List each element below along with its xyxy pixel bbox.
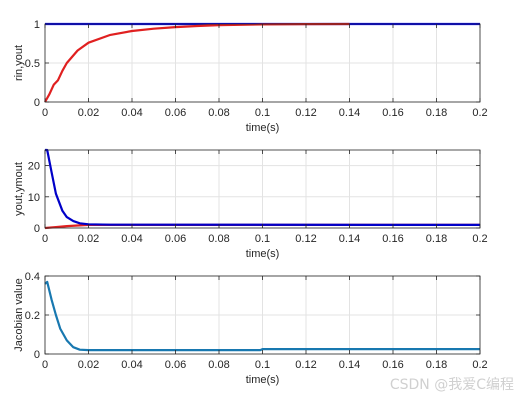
y-tick-label: 0 (34, 223, 40, 235)
y-axis-label: Jacobian value (13, 278, 25, 351)
x-tick-label: 0.06 (165, 107, 186, 119)
y-tick-label: 1 (34, 19, 40, 31)
x-tick-label: 0.2 (472, 359, 487, 371)
y-tick-label: 0.2 (25, 310, 40, 322)
x-tick-label: 0 (42, 107, 48, 119)
x-tick-label: 0.2 (472, 107, 487, 119)
series-line-2-2 (45, 148, 481, 226)
x-tick-label: 0.02 (78, 107, 99, 119)
x-tick-label: 0.02 (78, 359, 99, 371)
watermark: CSDN @我爱C编程 (389, 377, 514, 393)
y-axis-label: rin,yout (13, 45, 25, 81)
x-tick-label: 0.06 (165, 359, 186, 371)
x-axis-label: time(s) (246, 374, 280, 386)
y-axis-label: yout,ymout (13, 162, 25, 216)
y-tick-label: 0.5 (25, 58, 40, 70)
x-tick-label: 0.18 (426, 107, 447, 119)
x-tick-label: 0.04 (121, 359, 142, 371)
x-tick-label: 0.14 (339, 359, 360, 371)
y-tick-label: 0 (34, 97, 40, 109)
x-tick-label: 0.08 (208, 233, 229, 245)
x-tick-label: 0.08 (208, 359, 229, 371)
x-tick-label: 0.2 (472, 233, 487, 245)
series-line-1-2 (44, 22, 350, 103)
x-tick-label: 0.1 (255, 359, 270, 371)
x-tick-label: 0 (42, 233, 48, 245)
x-tick-label: 0 (42, 359, 48, 371)
y-tick-label: 20 (28, 161, 40, 173)
x-tick-label: 0.1 (255, 233, 270, 245)
x-tick-label: 0.02 (78, 233, 99, 245)
x-tick-label: 0.16 (382, 359, 403, 371)
x-tick-label: 0.04 (121, 233, 142, 245)
y-tick-label: 0.4 (25, 271, 40, 283)
x-tick-label: 0.12 (295, 359, 316, 371)
x-tick-label: 0.14 (339, 233, 360, 245)
x-tick-label: 0.16 (382, 233, 403, 245)
x-tick-label: 0.14 (339, 107, 360, 119)
x-axis-label: time(s) (246, 122, 280, 134)
x-tick-label: 0.06 (165, 233, 186, 245)
x-tick-label: 0.18 (426, 233, 447, 245)
x-tick-label: 0.08 (208, 107, 229, 119)
x-tick-label: 0.12 (295, 233, 316, 245)
y-tick-label: 0 (34, 349, 40, 361)
x-tick-label: 0.18 (426, 359, 447, 371)
y-tick-label: 10 (28, 192, 40, 204)
x-axis-label: time(s) (246, 248, 280, 260)
x-tick-label: 0.12 (295, 107, 316, 119)
x-tick-label: 0.04 (121, 107, 142, 119)
x-tick-label: 0.1 (255, 107, 270, 119)
series-line-3-1 (44, 280, 480, 352)
x-tick-label: 0.16 (382, 107, 403, 119)
